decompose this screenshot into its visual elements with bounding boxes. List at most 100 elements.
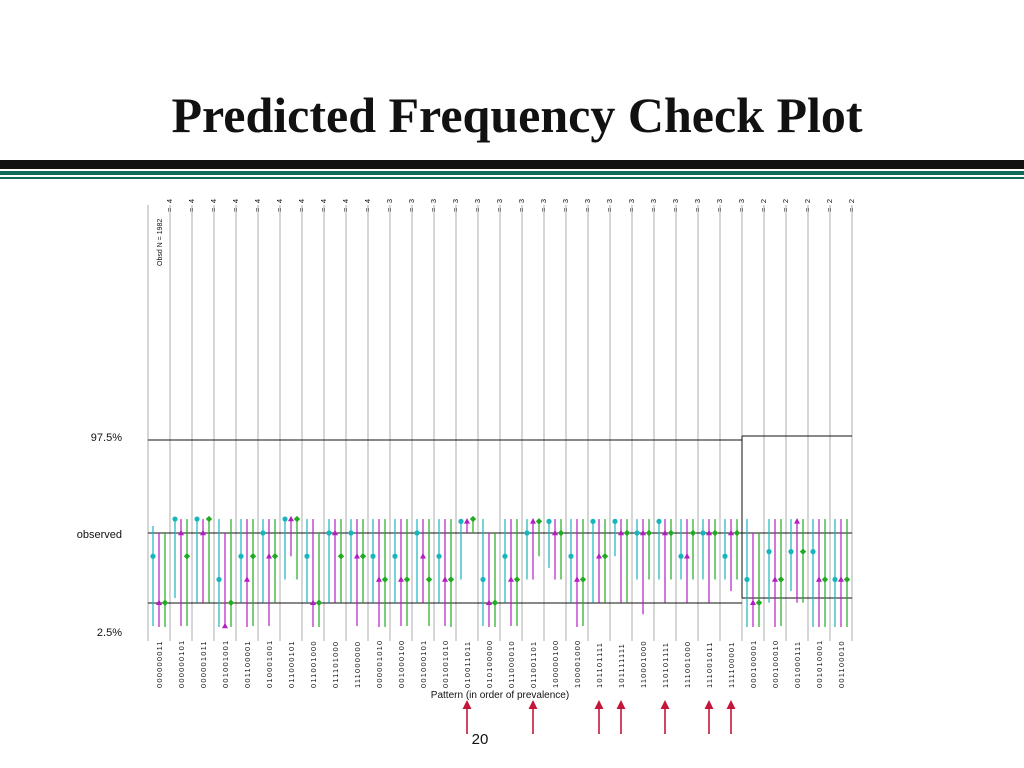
- title-rule-dark: [0, 160, 1024, 169]
- pattern-tick-label: 011101000: [331, 641, 340, 688]
- green-marker: [249, 553, 257, 560]
- magenta-marker: [420, 553, 426, 559]
- cyan-marker: [172, 516, 178, 522]
- pattern-tick-label: 110101111: [661, 642, 670, 688]
- pattern-tick-label: 000100001: [749, 640, 758, 688]
- magenta-marker: [662, 529, 668, 536]
- magenta-marker: [684, 553, 690, 559]
- magenta-marker: [398, 576, 404, 582]
- green-marker: [623, 529, 631, 537]
- cyan-marker: [150, 553, 156, 559]
- green-marker: [403, 576, 411, 583]
- pattern-tick-label: 100000100: [551, 640, 560, 688]
- green-marker: [711, 529, 719, 537]
- pattern-tick-label: 000000101: [177, 640, 186, 688]
- magenta-marker: [574, 576, 580, 582]
- cyan-marker: [348, 530, 354, 536]
- pattern-tick-label: 000001010: [375, 640, 384, 688]
- magenta-marker: [552, 529, 558, 536]
- green-marker: [359, 553, 367, 560]
- magenta-marker: [354, 553, 360, 559]
- magenta-marker: [288, 515, 294, 522]
- green-marker: [535, 518, 543, 525]
- pattern-tick-label: 000100010: [771, 640, 780, 688]
- pattern-tick-label: 001100010: [837, 640, 846, 688]
- green-marker: [799, 548, 807, 555]
- cyan-marker: [414, 530, 420, 536]
- observed-count-label: = 2: [825, 198, 834, 212]
- cyan-marker: [282, 516, 288, 522]
- magenta-marker: [464, 518, 470, 524]
- observed-count-label: = 4: [187, 198, 196, 212]
- x-axis-label: Pattern (in order of prevalence): [431, 690, 569, 701]
- cyan-marker: [458, 518, 464, 524]
- green-marker: [447, 576, 455, 583]
- green-marker: [777, 576, 785, 583]
- green-marker: [843, 576, 851, 583]
- observed-count-label: = 4: [209, 198, 218, 212]
- cyan-marker: [392, 553, 398, 559]
- green-marker: [337, 553, 345, 560]
- cyan-marker: [722, 553, 728, 559]
- observed-count-label: = 3: [671, 198, 680, 212]
- observed-count-label: = 4: [231, 198, 240, 212]
- magenta-marker: [486, 599, 492, 605]
- magenta-marker: [178, 529, 184, 536]
- pattern-tick-label: 010001001: [265, 640, 274, 688]
- observed-count-label: = 3: [737, 198, 746, 212]
- observed-count-label: = 2: [847, 198, 856, 212]
- observed-count-label: = 3: [495, 198, 504, 212]
- observed-count-label: = 3: [627, 198, 636, 212]
- cyan-marker: [634, 530, 640, 536]
- green-marker: [315, 599, 323, 606]
- green-marker: [381, 576, 389, 583]
- green-marker: [161, 599, 169, 606]
- observed-count-label: = 2: [759, 198, 768, 212]
- magenta-marker: [332, 529, 338, 536]
- green-marker: [183, 553, 191, 560]
- green-marker: [205, 515, 213, 523]
- cyan-marker: [678, 553, 684, 559]
- observed-count-label: = 3: [693, 198, 702, 212]
- pattern-tick-label: 011000010: [507, 640, 516, 688]
- pattern-tick-label: 001010001: [815, 640, 824, 688]
- pattern-tick-label: 001000101: [419, 640, 428, 688]
- pattern-tick-label: 001000100: [397, 640, 406, 688]
- page-number: 20: [471, 731, 489, 748]
- highlight-arrow-head: [660, 700, 670, 709]
- cyan-marker: [524, 530, 530, 536]
- observed-count-label: = 4: [275, 198, 284, 212]
- observed-count-label: = 3: [429, 198, 438, 212]
- observed-count-label: = 3: [539, 198, 548, 212]
- cyan-marker: [568, 553, 574, 559]
- green-marker: [293, 515, 301, 523]
- green-marker: [689, 529, 697, 537]
- observed-count-label: = 3: [517, 198, 526, 212]
- observed-n-label: Obsd N = 1982: [157, 219, 164, 266]
- title-rule-teal: [0, 171, 1024, 175]
- magenta-marker: [508, 576, 514, 582]
- cyan-marker: [304, 553, 310, 559]
- observed-count-label: = 2: [781, 198, 790, 212]
- upper-level-label: 97.5%: [90, 432, 122, 444]
- magenta-marker: [596, 553, 602, 559]
- observed-count-label: = 3: [561, 198, 570, 212]
- pattern-tick-label: 101111111: [617, 643, 626, 688]
- pattern-tick-label: 100001000: [573, 640, 582, 688]
- green-marker: [513, 576, 521, 583]
- observed-count-label: = 3: [715, 198, 724, 212]
- pattern-tick-label: 011001000: [309, 640, 318, 688]
- cyan-marker: [590, 518, 596, 524]
- pattern-tick-label: 000001011: [199, 640, 208, 688]
- green-marker: [579, 576, 587, 583]
- observed-count-label: = 3: [451, 198, 460, 212]
- magenta-marker: [728, 529, 734, 536]
- cyan-marker: [810, 549, 816, 555]
- observed-count-label: = 4: [341, 198, 350, 212]
- pattern-tick-label: 110001000: [639, 640, 648, 688]
- pattern-tick-label: 011000101: [287, 640, 296, 688]
- pattern-tick-label: 101101111: [595, 642, 604, 688]
- magenta-marker: [618, 529, 624, 536]
- cyan-marker: [260, 530, 266, 536]
